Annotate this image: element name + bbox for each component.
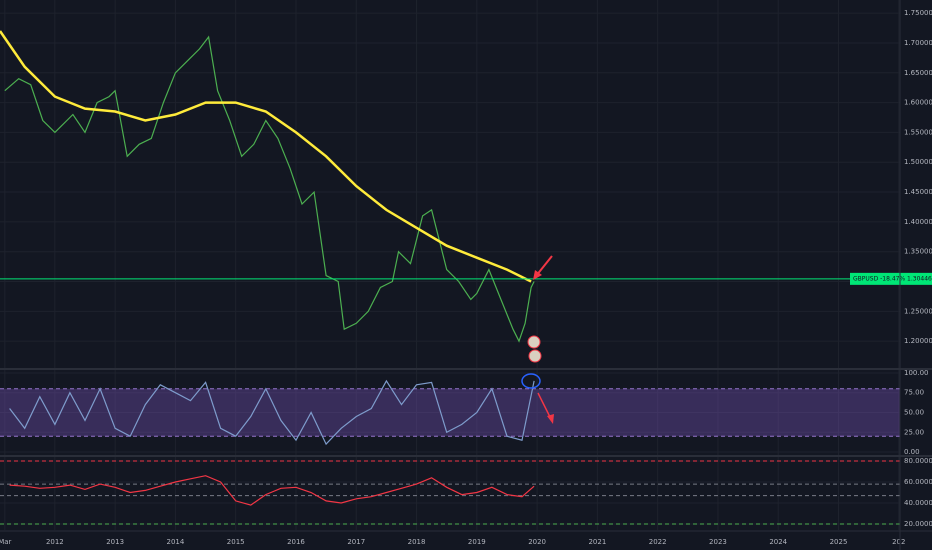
annotations xyxy=(521,255,554,424)
marker xyxy=(528,349,542,363)
y-tick-label: 80.00000 xyxy=(904,457,932,465)
y-tick-label: 25.00 xyxy=(904,428,924,436)
series-line xyxy=(9,379,535,446)
x-tick-label: 2022 xyxy=(649,538,667,546)
y-tick-label: 1.65000 xyxy=(904,69,932,77)
y-tick-label: 1.60000 xyxy=(904,99,932,107)
x-tick-label: 202 xyxy=(892,538,905,546)
band xyxy=(0,388,900,437)
x-tick-label: 2021 xyxy=(588,538,606,546)
x-tick-label: 2018 xyxy=(408,538,426,546)
y-tick-label: 1.70000 xyxy=(904,39,932,47)
y-tick-label: 1.75000 xyxy=(904,9,932,17)
x-tick-label: 2025 xyxy=(830,538,848,546)
series-line xyxy=(9,475,535,506)
series-line xyxy=(0,30,532,283)
x-tick-label: 2024 xyxy=(769,538,787,546)
x-tick-label: 2015 xyxy=(227,538,245,546)
y-tick-label: 1.40000 xyxy=(904,218,932,226)
y-tick-label: 100.00 xyxy=(904,369,929,377)
y-tick-label: 1.50000 xyxy=(904,158,932,166)
x-tick-label: 2023 xyxy=(709,538,727,546)
price-label-box xyxy=(850,272,932,285)
marker xyxy=(527,335,541,349)
arrow-head xyxy=(533,270,542,280)
x-tick-label: 2014 xyxy=(167,538,185,546)
y-tick-label: 1.25000 xyxy=(904,307,932,315)
y-tick-label: 1.45000 xyxy=(904,188,932,196)
y-tick-label: 1.55000 xyxy=(904,128,932,136)
x-tick-label: 2017 xyxy=(347,538,365,546)
x-tick-label: 2020 xyxy=(528,538,546,546)
series-line xyxy=(4,35,535,343)
x-tick-label: Mar xyxy=(0,538,12,546)
y-tick-label: 20.00000 xyxy=(904,520,932,528)
x-tick-label: 2012 xyxy=(46,538,64,546)
y-tick-label: 40.00000 xyxy=(904,499,932,507)
x-tick-label: 2013 xyxy=(106,538,124,546)
x-tick-label: 2016 xyxy=(287,538,305,546)
arrow-head xyxy=(547,414,554,424)
marker xyxy=(521,373,541,389)
y-tick-label: 1.35000 xyxy=(904,248,932,256)
x-tick-label: 2019 xyxy=(468,538,486,546)
y-tick-label: 1.20000 xyxy=(904,337,932,345)
y-tick-label: 60.00000 xyxy=(904,478,932,486)
y-tick-label: 75.00 xyxy=(904,389,924,397)
y-tick-label: 50.00 xyxy=(904,409,924,417)
y-tick-label: 0.00 xyxy=(904,448,920,456)
arrow xyxy=(537,392,552,420)
price-label: GBPUSD -18.47% 1.30446 xyxy=(853,275,932,282)
